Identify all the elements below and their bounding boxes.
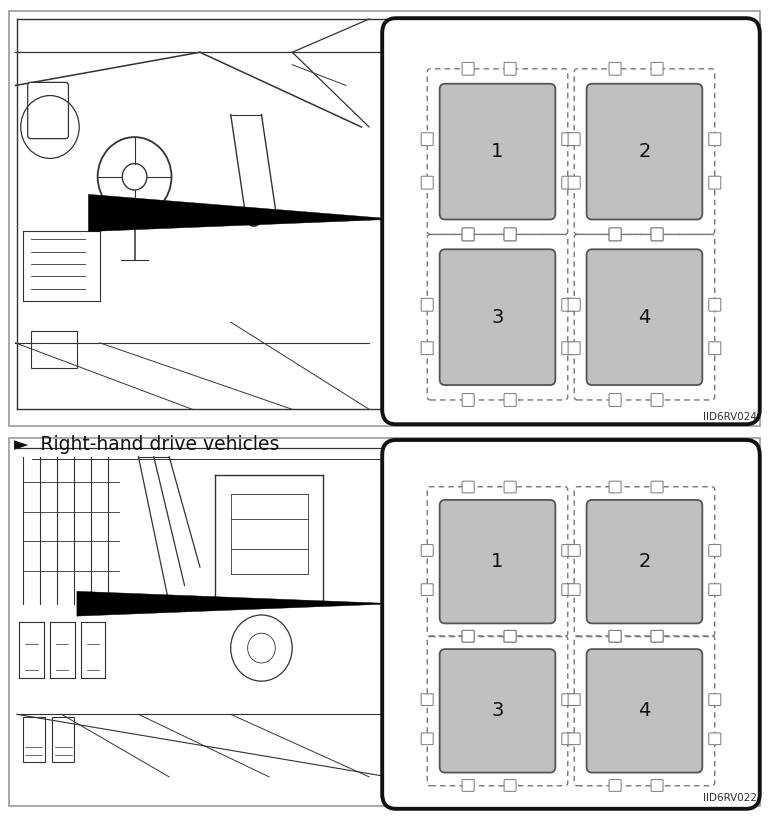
FancyBboxPatch shape xyxy=(568,694,580,705)
FancyBboxPatch shape xyxy=(440,249,555,385)
Text: IID6RV022: IID6RV022 xyxy=(704,793,757,803)
FancyBboxPatch shape xyxy=(440,500,555,624)
FancyBboxPatch shape xyxy=(651,481,663,493)
FancyBboxPatch shape xyxy=(504,780,516,791)
Text: 2: 2 xyxy=(638,142,651,161)
FancyBboxPatch shape xyxy=(609,630,621,642)
Bar xyxy=(52,717,74,762)
FancyBboxPatch shape xyxy=(382,18,760,424)
Text: 4: 4 xyxy=(638,308,651,327)
Text: ►  Right-hand drive vehicles: ► Right-hand drive vehicles xyxy=(14,436,279,454)
FancyBboxPatch shape xyxy=(462,630,474,642)
FancyBboxPatch shape xyxy=(504,394,516,406)
FancyBboxPatch shape xyxy=(462,780,474,791)
Bar xyxy=(23,717,45,762)
Text: 1: 1 xyxy=(491,142,504,161)
FancyBboxPatch shape xyxy=(421,133,433,146)
FancyBboxPatch shape xyxy=(609,630,621,642)
FancyBboxPatch shape xyxy=(462,62,474,75)
FancyBboxPatch shape xyxy=(709,733,721,744)
FancyBboxPatch shape xyxy=(562,584,574,595)
FancyBboxPatch shape xyxy=(462,481,474,493)
FancyBboxPatch shape xyxy=(651,228,663,241)
FancyBboxPatch shape xyxy=(568,733,580,744)
FancyBboxPatch shape xyxy=(504,630,516,642)
FancyBboxPatch shape xyxy=(562,299,574,311)
FancyBboxPatch shape xyxy=(587,500,702,624)
Text: IID6RV024: IID6RV024 xyxy=(704,412,757,422)
FancyBboxPatch shape xyxy=(651,630,663,642)
FancyBboxPatch shape xyxy=(421,342,433,355)
FancyBboxPatch shape xyxy=(504,62,516,75)
FancyBboxPatch shape xyxy=(421,584,433,595)
FancyBboxPatch shape xyxy=(440,84,555,219)
FancyBboxPatch shape xyxy=(462,630,474,642)
FancyBboxPatch shape xyxy=(562,176,574,189)
FancyBboxPatch shape xyxy=(421,299,433,311)
Circle shape xyxy=(246,210,261,227)
Bar xyxy=(9,11,760,426)
FancyBboxPatch shape xyxy=(609,228,621,241)
FancyBboxPatch shape xyxy=(421,694,433,705)
FancyBboxPatch shape xyxy=(562,694,574,705)
FancyBboxPatch shape xyxy=(609,780,621,791)
FancyBboxPatch shape xyxy=(562,342,574,355)
Text: 3: 3 xyxy=(491,308,504,327)
Text: 3: 3 xyxy=(491,701,504,720)
FancyBboxPatch shape xyxy=(28,83,68,139)
FancyBboxPatch shape xyxy=(709,545,721,557)
FancyBboxPatch shape xyxy=(587,84,702,219)
FancyBboxPatch shape xyxy=(382,440,760,809)
FancyBboxPatch shape xyxy=(568,584,580,595)
FancyBboxPatch shape xyxy=(568,545,580,557)
FancyBboxPatch shape xyxy=(568,342,580,355)
FancyBboxPatch shape xyxy=(651,62,663,75)
FancyBboxPatch shape xyxy=(568,176,580,189)
Text: 2: 2 xyxy=(638,552,651,571)
FancyBboxPatch shape xyxy=(568,299,580,311)
Bar xyxy=(9,438,760,806)
FancyBboxPatch shape xyxy=(609,394,621,406)
FancyBboxPatch shape xyxy=(568,133,580,146)
Polygon shape xyxy=(77,591,396,616)
FancyBboxPatch shape xyxy=(651,780,663,791)
FancyBboxPatch shape xyxy=(651,394,663,406)
FancyBboxPatch shape xyxy=(709,176,721,189)
FancyBboxPatch shape xyxy=(609,62,621,75)
FancyBboxPatch shape xyxy=(609,228,621,241)
FancyBboxPatch shape xyxy=(562,133,574,146)
FancyBboxPatch shape xyxy=(421,176,433,189)
Text: 4: 4 xyxy=(638,701,651,720)
FancyBboxPatch shape xyxy=(504,228,516,241)
FancyBboxPatch shape xyxy=(440,649,555,772)
FancyBboxPatch shape xyxy=(709,694,721,705)
FancyBboxPatch shape xyxy=(504,228,516,241)
FancyBboxPatch shape xyxy=(562,545,574,557)
FancyBboxPatch shape xyxy=(462,228,474,241)
FancyBboxPatch shape xyxy=(421,545,433,557)
FancyBboxPatch shape xyxy=(709,299,721,311)
FancyBboxPatch shape xyxy=(709,584,721,595)
FancyBboxPatch shape xyxy=(651,630,663,642)
FancyBboxPatch shape xyxy=(651,228,663,241)
FancyBboxPatch shape xyxy=(709,133,721,146)
FancyBboxPatch shape xyxy=(587,249,702,385)
FancyBboxPatch shape xyxy=(504,481,516,493)
Polygon shape xyxy=(88,194,396,232)
FancyBboxPatch shape xyxy=(421,733,433,744)
FancyBboxPatch shape xyxy=(587,649,702,772)
FancyBboxPatch shape xyxy=(462,394,474,406)
FancyBboxPatch shape xyxy=(709,342,721,355)
Bar xyxy=(31,331,77,368)
FancyBboxPatch shape xyxy=(609,481,621,493)
Text: 1: 1 xyxy=(491,552,504,571)
FancyBboxPatch shape xyxy=(562,733,574,744)
FancyBboxPatch shape xyxy=(462,228,474,241)
FancyBboxPatch shape xyxy=(504,630,516,642)
